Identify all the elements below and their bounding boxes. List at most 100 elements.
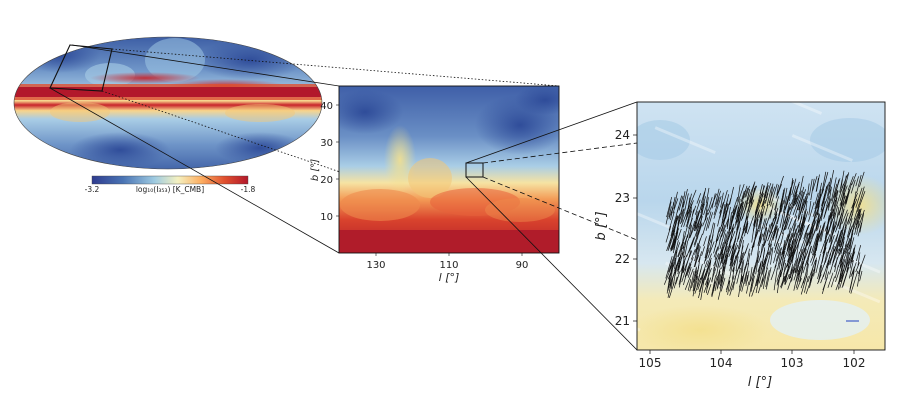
polarization-vector	[776, 183, 782, 197]
right-x-axis-label: l [°]	[748, 375, 772, 390]
polarization-vector	[718, 242, 724, 260]
polarization-vector	[721, 233, 727, 255]
right-y-axis-label: b [°]	[594, 211, 609, 240]
polarization-vector	[826, 196, 830, 206]
polarization-vector	[689, 209, 694, 229]
polarization-vector	[706, 253, 712, 268]
polarization-vector	[823, 242, 827, 253]
polarization-vector	[728, 237, 737, 258]
polarization-vector	[721, 243, 728, 265]
polarization-vector	[689, 271, 695, 292]
polarization-vector	[855, 187, 863, 208]
polarization-vector	[698, 251, 703, 263]
polarization-vector	[672, 215, 678, 229]
polarization-vector	[696, 268, 702, 287]
polarization-vector	[804, 246, 812, 267]
polarization-vector	[671, 215, 678, 238]
colorbar-min-label: -3.2	[85, 185, 100, 194]
polarization-vector	[731, 252, 739, 267]
polarization-vector	[720, 192, 724, 208]
polarization-vector	[764, 185, 769, 200]
polarization-vector	[840, 227, 847, 247]
polarization-vector	[682, 189, 688, 208]
polarization-vector	[830, 276, 835, 288]
polarization-vector	[778, 199, 783, 217]
polarization-vector	[797, 186, 805, 211]
polarization-vector	[776, 269, 781, 282]
polarization-vector	[786, 218, 797, 241]
polarization-vector	[843, 172, 850, 193]
polarization-vector	[704, 260, 712, 280]
polarization-vector	[772, 224, 778, 241]
polarization-vector	[786, 238, 790, 251]
polarization-vector	[687, 227, 690, 238]
polarization-vector	[774, 247, 783, 268]
polarization-vector	[782, 249, 785, 261]
polarization-vector	[675, 271, 681, 285]
polarization-vector	[671, 242, 681, 265]
polarization-vector	[841, 209, 848, 225]
polarization-vector	[783, 195, 788, 208]
polarization-vector	[686, 193, 692, 216]
polarization-vector	[770, 183, 778, 207]
polarization-vector	[746, 270, 750, 282]
middle-x-tick-label: 110	[439, 260, 458, 271]
polarization-vector	[709, 234, 714, 254]
polarization-vector	[694, 242, 699, 255]
polarization-vector	[859, 270, 863, 282]
polarization-vector	[789, 237, 795, 251]
polarization-vector	[719, 229, 726, 250]
polarization-vector	[673, 231, 679, 251]
polarization-vector	[823, 205, 828, 219]
polarization-vector	[704, 240, 710, 259]
polarization-vector	[770, 264, 777, 281]
polarization-vector	[769, 222, 772, 233]
polarization-vector	[761, 267, 768, 287]
polarization-vector	[699, 217, 703, 228]
polarization-vector	[753, 212, 759, 227]
polarization-vector	[667, 279, 673, 298]
polarization-vector	[669, 264, 674, 288]
polarization-vector	[744, 214, 749, 237]
polarization-vector	[750, 235, 756, 256]
polarization-vector	[725, 194, 730, 207]
polarization-vector	[792, 228, 797, 239]
polarization-vector	[795, 276, 800, 289]
polarization-vector	[685, 200, 694, 221]
polarization-vector	[684, 193, 689, 212]
polarization-vector	[745, 183, 755, 205]
polarization-vector	[855, 262, 860, 273]
polarization-vector	[706, 261, 712, 285]
background-streak	[791, 134, 853, 162]
polarization-vector	[713, 195, 722, 219]
polarization-vector	[760, 185, 765, 202]
polarization-vector	[811, 233, 818, 254]
polarization-vector	[666, 231, 674, 252]
polarization-vector	[714, 188, 720, 208]
polarization-vector	[694, 210, 700, 231]
polarization-vector	[831, 177, 837, 201]
polarization-vector	[850, 266, 855, 278]
polarization-vector	[713, 238, 718, 254]
polarization-vector	[815, 225, 822, 244]
polarization-vector	[815, 253, 821, 274]
polarization-vector	[803, 223, 810, 239]
middle-selection-box	[465, 162, 484, 178]
polarization-vector	[755, 250, 760, 275]
polarization-vector	[810, 178, 815, 201]
polarization-vector	[848, 213, 854, 225]
polarization-vector	[836, 231, 842, 252]
polarization-vector	[835, 263, 843, 283]
polarization-vector	[824, 220, 833, 243]
polarization-vector	[812, 233, 819, 256]
polarization-vector	[692, 274, 698, 297]
polarization-vector	[758, 218, 766, 240]
middle-y-axis-label: b [°]	[310, 159, 321, 181]
polarization-vector	[773, 242, 780, 264]
polarization-vector	[804, 193, 808, 204]
polarization-vector	[693, 254, 700, 268]
polarization-vector	[711, 275, 718, 298]
colorbar-label: log₁₀(I₃₅₃) [K_CMB]	[136, 185, 204, 194]
polarization-vector	[774, 202, 778, 216]
polarization-vector	[687, 189, 697, 212]
